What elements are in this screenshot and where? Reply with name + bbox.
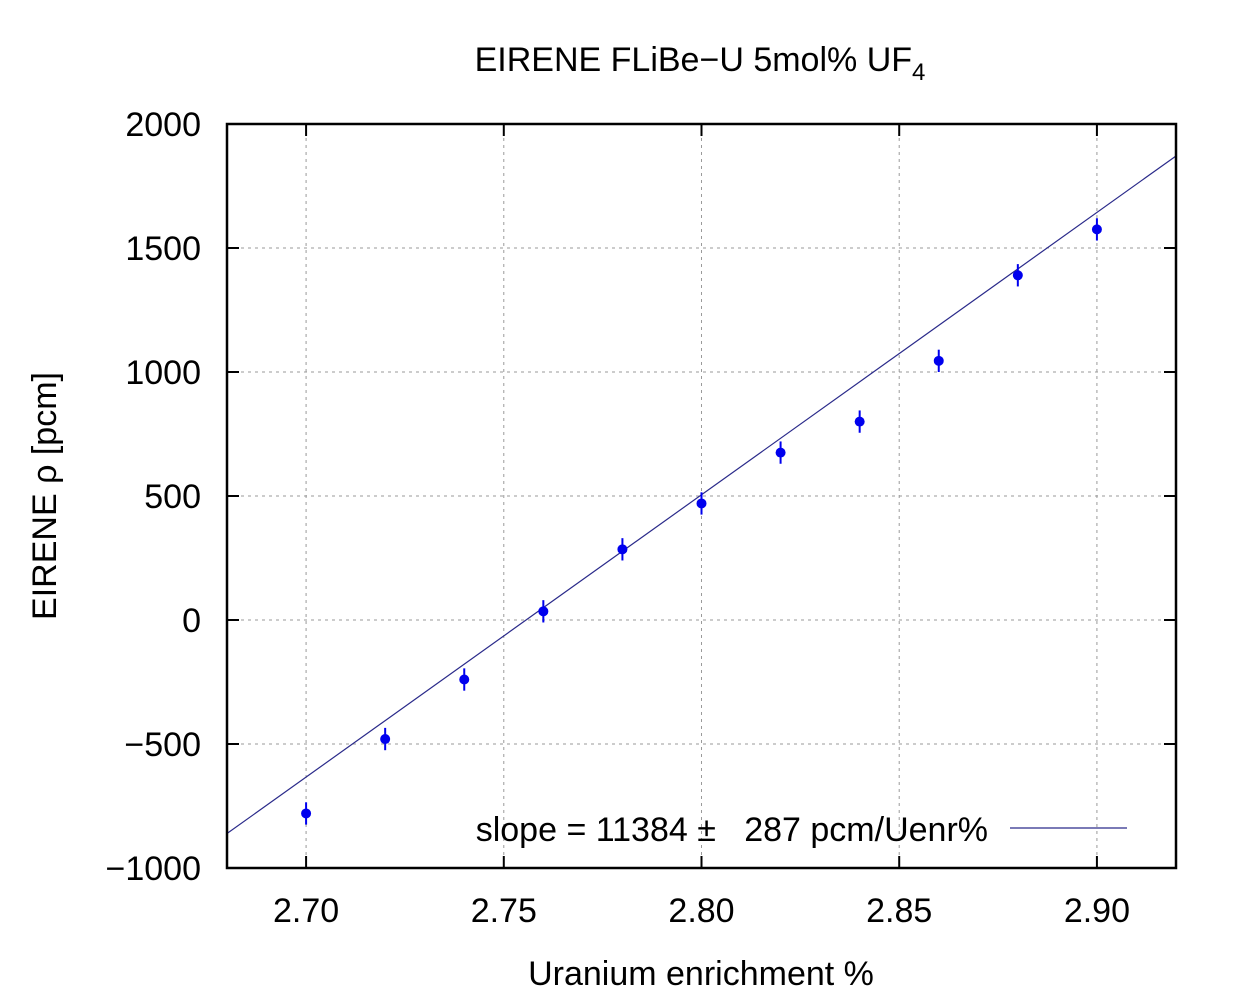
x-tick-label: 2.90	[1064, 892, 1130, 930]
chart-title: EIRENE FLiBe−U 5mol% UF4	[475, 41, 926, 86]
y-tick-label: 0	[182, 602, 201, 640]
y-tick-label: 1500	[125, 230, 201, 268]
data-point	[933, 355, 944, 366]
plot-frame	[225, 122, 1178, 870]
y-axis-label: EIRENE ρ [pcm]	[26, 372, 64, 620]
chart-title-main: EIRENE FLiBe−U 5mol% UF	[475, 41, 912, 79]
data-point	[1012, 270, 1023, 281]
data-point	[1091, 224, 1102, 235]
y-tick-label: −500	[124, 726, 201, 764]
y-tick-label: 500	[144, 478, 201, 516]
data-point	[617, 544, 628, 555]
x-tick-label: 2.70	[273, 892, 339, 930]
data-point	[459, 674, 470, 685]
x-tick-label: 2.85	[866, 892, 932, 930]
data-point	[380, 734, 391, 745]
data-point	[538, 606, 549, 617]
legend: slope = 11384 ± 287 pcm/Uenr%	[476, 811, 1127, 849]
data-point	[301, 808, 312, 819]
data-point	[854, 416, 865, 427]
points-layer	[301, 218, 1102, 825]
x-axis-label: Uranium enrichment %	[528, 955, 874, 993]
chart-title-subscript: 4	[912, 59, 925, 86]
x-tick-label: 2.75	[471, 892, 537, 930]
x-tick-label: 2.80	[668, 892, 734, 930]
legend-fit-label: slope = 11384 ± 287 pcm/Uenr%	[476, 811, 988, 849]
axis-ticks: 2.70 2.75 2.80 2.85 2.90 −1000 −500 0 500 1000 150…	[106, 106, 1176, 930]
y-tick-label: 1000	[125, 354, 201, 392]
y-tick-label: −1000	[106, 850, 202, 888]
y-tick-label: 2000	[125, 106, 201, 144]
data-point	[696, 498, 707, 509]
data-point	[775, 447, 786, 458]
